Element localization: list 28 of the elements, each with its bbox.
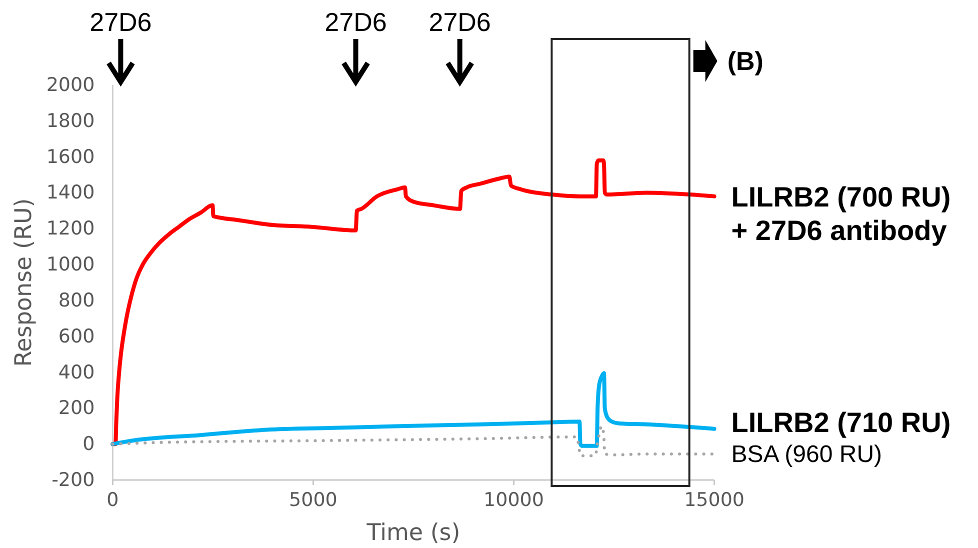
series-label: LILRB2 (710 RU) xyxy=(731,406,951,438)
series-label: LILRB2 (700 RU) + 27D6 antibody xyxy=(731,180,951,246)
y-axis-title: Response (RU) xyxy=(11,198,37,367)
y-tick-label: 1600 xyxy=(46,146,95,168)
y-tick-label: 400 xyxy=(58,361,95,384)
line-series xyxy=(111,424,716,458)
y-tick-label: 600 xyxy=(58,325,95,348)
series-label: BSA (960 RU) xyxy=(731,440,882,468)
text: 27D6 xyxy=(324,7,387,37)
x-tick-label: 15000 xyxy=(684,489,745,511)
y-tick-label: 2000 xyxy=(46,74,95,96)
x-axis-title: Time (s) xyxy=(366,520,460,546)
x-tick-label: 5000 xyxy=(289,489,338,511)
y-tick-label: 1400 xyxy=(46,182,95,204)
y-tick-label: 1000 xyxy=(46,254,95,276)
line-series xyxy=(110,371,716,448)
y-tick-label: 1200 xyxy=(46,218,95,240)
y-tick-label: 200 xyxy=(58,397,95,420)
y-tick-label: 0 xyxy=(82,433,95,456)
y-tick-label: -200 xyxy=(52,469,95,491)
text: (B) xyxy=(727,46,764,76)
text: 27D6 xyxy=(428,7,491,37)
x-tick-label: 10000 xyxy=(484,489,544,511)
text: 27D6 xyxy=(90,7,152,37)
line-series xyxy=(110,158,716,446)
y-tick-label: 800 xyxy=(58,289,95,312)
y-tick-label: 1800 xyxy=(46,110,95,132)
x-tick-label: 0 xyxy=(106,489,119,511)
